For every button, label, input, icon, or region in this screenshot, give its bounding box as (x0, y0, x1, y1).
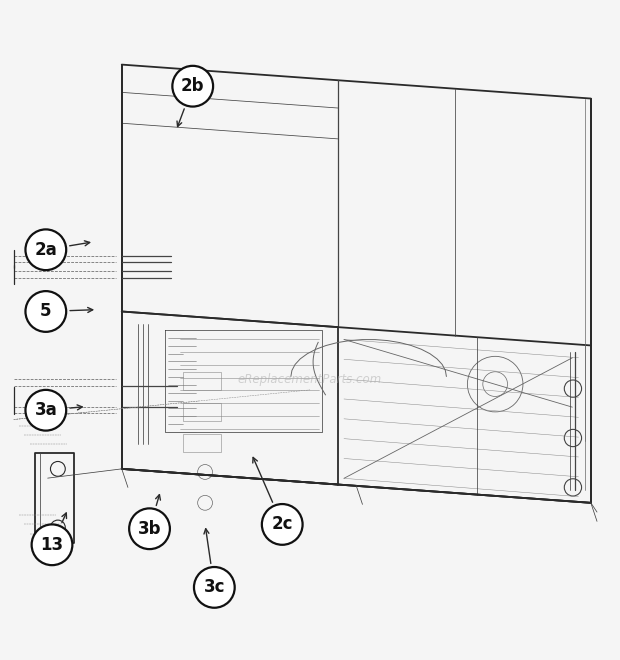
Circle shape (129, 508, 170, 549)
Text: eReplacementParts.com: eReplacementParts.com (238, 373, 382, 386)
Text: 2b: 2b (181, 77, 205, 95)
Text: 2c: 2c (272, 515, 293, 533)
Circle shape (32, 525, 73, 565)
Circle shape (25, 230, 66, 270)
Text: 3b: 3b (138, 519, 161, 538)
Circle shape (262, 504, 303, 544)
Circle shape (25, 291, 66, 332)
Text: 3c: 3c (203, 578, 225, 597)
Circle shape (172, 66, 213, 106)
Text: 13: 13 (40, 536, 64, 554)
Circle shape (25, 390, 66, 430)
Text: 2a: 2a (35, 241, 57, 259)
Circle shape (194, 567, 235, 608)
Text: 3a: 3a (35, 401, 57, 419)
Text: 5: 5 (40, 302, 51, 321)
